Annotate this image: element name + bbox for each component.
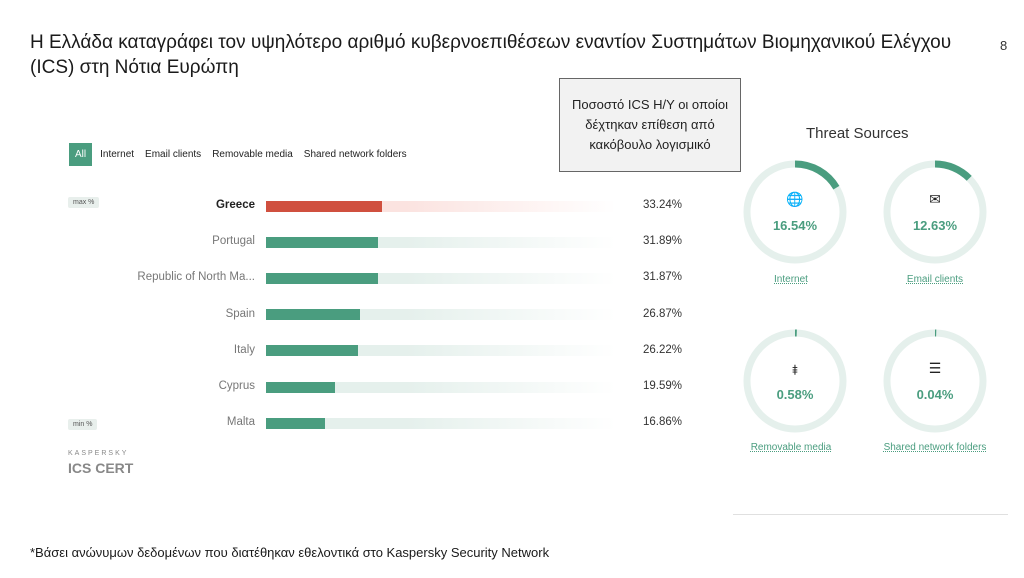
- bar-label: Cyprus: [218, 380, 255, 392]
- bar: [266, 309, 360, 321]
- donut-ring: [883, 329, 987, 433]
- bar-value-label: 19.59%: [643, 380, 683, 392]
- bar: [266, 200, 383, 212]
- kaspersky-logo-text: KASPERSKY: [68, 450, 129, 457]
- bar: [266, 272, 378, 284]
- donut-label-email-clients[interactable]: Email clients: [906, 274, 964, 285]
- donut-removable-media: ⯒ 0.58%: [740, 326, 850, 436]
- bar: [266, 236, 378, 248]
- donut-value-internet: 16.54%: [772, 218, 818, 233]
- bar-label: Greece: [215, 199, 255, 211]
- bar-track: [266, 309, 616, 321]
- bar-track: [266, 236, 616, 248]
- donut-ring: [743, 160, 847, 264]
- tab-email-clients[interactable]: Email clients: [145, 149, 202, 160]
- donut-label-removable-media[interactable]: Removable media: [750, 442, 832, 453]
- donut-label-shared-network-folders[interactable]: Shared network folders: [883, 442, 987, 453]
- bar-track: [266, 381, 616, 393]
- min-tag: min %: [68, 419, 98, 430]
- tab-removable-media[interactable]: Removable media: [212, 149, 293, 160]
- footnote: *Βάσει ανώνυμων δεδομένων που διατέθηκαν…: [30, 545, 550, 560]
- donut-shared-network-folders: ☰ 0.04%: [880, 326, 990, 436]
- bar-label: Portugal: [212, 235, 255, 248]
- bar-label: Spain: [225, 307, 255, 320]
- bar-track: [266, 272, 616, 284]
- bar-value-label: 31.89%: [643, 235, 683, 248]
- donut-slice: [794, 160, 840, 190]
- bar-value-label: 16.86%: [643, 416, 683, 429]
- source-tabs: All Internet Email clients Removable med…: [69, 143, 418, 166]
- callout-box: Ποσοστό ICS Η/Υ οι οποίοι δέχτηκαν επίθε…: [559, 78, 741, 172]
- donut-slice: [934, 160, 972, 181]
- stack-icon: ☰: [928, 360, 942, 376]
- bar-value-label: 31.87%: [643, 271, 683, 284]
- donut-ring: [883, 160, 987, 264]
- ics-cert-logo: ICS CERT: [68, 460, 134, 476]
- donut-value-shared-network-folders: 0.04%: [916, 387, 954, 402]
- page-number: 8: [1000, 38, 1008, 53]
- max-tag: max %: [68, 197, 100, 208]
- bar-value-label: 26.87%: [643, 307, 683, 320]
- bar-value-label: 26.22%: [643, 343, 683, 356]
- tab-internet[interactable]: Internet: [100, 149, 135, 160]
- bar: [266, 381, 335, 393]
- bar: [266, 345, 358, 357]
- bar-label: Italy: [233, 343, 255, 356]
- bar-label: Malta: [226, 416, 255, 429]
- bar-value-label: 33.24%: [643, 199, 683, 211]
- bar-track: [266, 200, 616, 212]
- globe-icon: 🌐: [786, 191, 804, 207]
- tab-all[interactable]: All: [69, 143, 93, 166]
- usb-icon: ⯒: [791, 362, 799, 378]
- donut-value-removable-media: 0.58%: [776, 387, 814, 402]
- donut-label-internet[interactable]: Internet: [774, 274, 808, 285]
- country-bar-chart: Greece 33.24% Portugal 31.89% Republic of No…: [137, 199, 683, 429]
- threat-sources-title: Threat Sources: [806, 125, 909, 142]
- tab-shared-network-folders[interactable]: Shared network folders: [303, 149, 407, 160]
- donut-ring: [743, 329, 847, 433]
- bar-label: Republic of North Ma...: [137, 271, 255, 284]
- donut-email-clients: ✉ 12.63%: [880, 157, 990, 267]
- bar-track: [266, 417, 616, 429]
- bar: [266, 417, 325, 429]
- divider: [733, 514, 1008, 515]
- donut-internet: 🌐 16.54%: [740, 157, 850, 267]
- envelope-icon: ✉: [929, 191, 941, 207]
- slide-title: Η Ελλάδα καταγράφει τον υψηλότερο αριθμό…: [30, 32, 952, 78]
- donut-track: [883, 329, 987, 433]
- donut-value-email-clients: 12.63%: [912, 218, 958, 233]
- callout-text: Ποσοστό ICS Η/Υ οι οποίοι δέχτηκαν επίθε…: [572, 97, 728, 152]
- bar-track: [266, 345, 616, 357]
